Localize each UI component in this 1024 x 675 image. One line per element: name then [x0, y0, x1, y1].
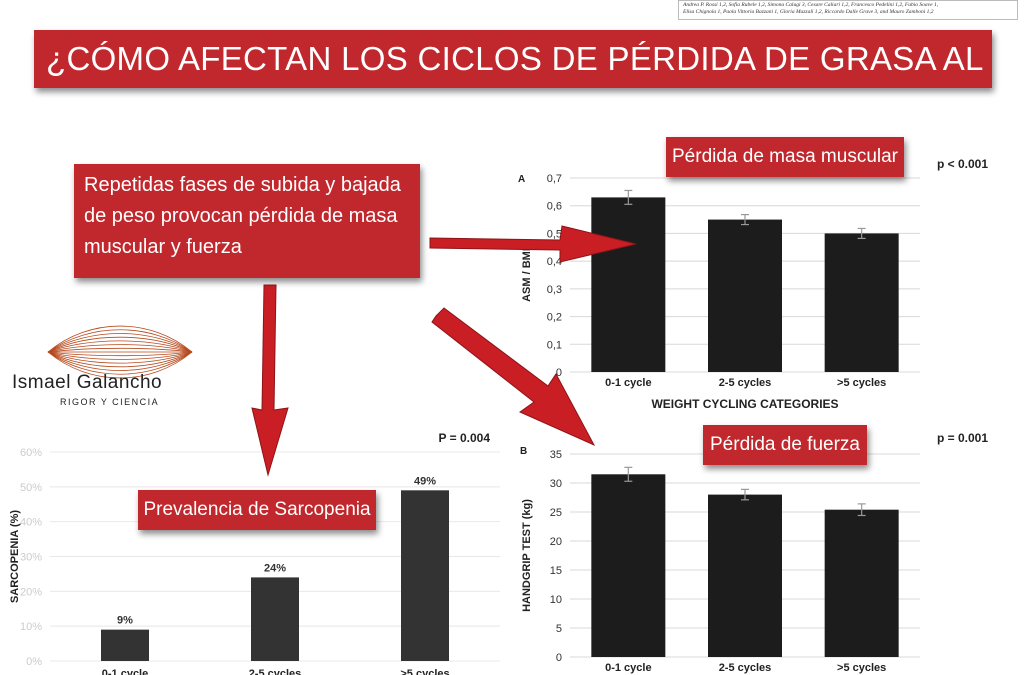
y-tick-label: 20%	[20, 586, 42, 598]
data-label: 49%	[414, 475, 436, 487]
logo-curve	[47, 351, 193, 357]
x-tick-label: 0-1 cycle	[102, 668, 148, 675]
p-value-label: p < 0.001	[937, 157, 988, 171]
panel-letter: B	[520, 446, 527, 457]
y-tick-label: 10%	[20, 621, 42, 633]
y-tick-label: 30	[550, 478, 562, 490]
p-value-label: P = 0.004	[439, 431, 491, 445]
x-axis-label: WEIGHT CYCLING CATEGORIES	[651, 397, 838, 411]
panel-letter: A	[518, 174, 525, 185]
y-tick-label: 10	[550, 594, 562, 606]
logo-curve	[47, 340, 193, 353]
logo-curve	[47, 351, 193, 368]
logo-curve	[47, 351, 193, 379]
author-line-2: Elisa Chignola 1, Paola Vittoria Bazzani…	[683, 9, 934, 15]
logo-curve	[47, 351, 193, 360]
logo-curve	[47, 333, 193, 353]
y-tick-label: 0%	[26, 656, 42, 668]
logo-curve	[47, 351, 193, 375]
page-title: ¿CÓMO AFECTAN LOS CICLOS DE PÉRDIDA DE G…	[34, 30, 992, 88]
main-callout-line-2: de peso provocan pérdida de masa	[84, 205, 398, 227]
x-tick-label: >5 cycles	[837, 377, 886, 389]
y-tick-label: 50%	[20, 482, 42, 494]
p-value-label: p = 0.001	[937, 431, 988, 445]
bar	[708, 494, 782, 657]
bar	[591, 474, 666, 657]
bar	[101, 629, 149, 661]
bar	[401, 490, 449, 661]
x-tick-label: 2-5 cycles	[719, 662, 772, 674]
y-tick-label: 5	[556, 623, 562, 635]
y-tick-label: 20	[550, 536, 562, 548]
logo-curve	[47, 344, 193, 353]
y-axis-label: ASM / BMI	[521, 248, 533, 302]
y-tick-label: 25	[550, 507, 562, 519]
bar	[591, 197, 666, 372]
y-tick-label: 30%	[20, 552, 42, 564]
logo-curve	[47, 351, 193, 371]
brand-logo-icon	[47, 325, 193, 379]
chart-sarcopenia: 0% 10% 20% 30% 40% 50% 60% 9% 0-1 cycle 24% 2-5 cy…	[9, 431, 500, 675]
y-axis-label: SARCOPENIA (%)	[9, 510, 21, 603]
y-tick-label: 40%	[20, 517, 42, 529]
label-muscle-mass-loss: Pérdida de masa muscular	[666, 137, 904, 177]
x-tick-label: >5 cycles	[837, 662, 886, 674]
logo-curve	[47, 347, 193, 353]
main-callout-line-3: muscular y fuerza	[84, 236, 242, 258]
bar	[708, 219, 782, 372]
author-line-1: Andrea P. Rossi 1,2, Sofia Rubele 1,2, S…	[683, 2, 939, 8]
main-callout: Repetidas fases de subida y bajada de pe…	[74, 164, 420, 278]
y-tick-label: 0	[556, 652, 562, 664]
y-tick-label: 0,6	[547, 201, 562, 213]
y-tick-label: 60%	[20, 447, 42, 459]
x-tick-label: 0-1 cycle	[605, 662, 651, 674]
y-tick-label: 0,2	[547, 312, 562, 324]
x-tick-label: 2-5 cycles	[719, 377, 772, 389]
data-label: 9%	[117, 615, 133, 627]
y-tick-label: 0,1	[547, 339, 562, 351]
logo-curve	[47, 325, 193, 353]
x-tick-label: 0-1 cycle	[605, 377, 651, 389]
brand-name: Ismael Galancho	[12, 372, 163, 393]
main-callout-line-1: Repetidas fases de subida y bajada	[84, 174, 401, 196]
bar	[824, 233, 899, 372]
bar	[251, 577, 299, 661]
data-label: 24%	[264, 562, 286, 574]
logo-curve	[47, 336, 193, 353]
y-tick-label: 15	[550, 565, 562, 577]
chart-muscle-mass: 0 0,1 0,2 0,3 0,4 0,5 0,6 0,7 0-1 cycle 2-5 cycle…	[518, 157, 988, 411]
x-tick-label: >5 cycles	[400, 668, 449, 675]
y-tick-label: 0,5	[547, 228, 562, 240]
logo-curve	[47, 351, 193, 364]
label-strength-loss: Pérdida de fuerza	[703, 425, 867, 465]
chart-handgrip: 0 5 10 15 20 25 30 35 0-1 cycle 2-5 cycles >5 cycl…	[520, 431, 988, 674]
y-tick-label: 0,3	[547, 284, 562, 296]
y-tick-label: 0	[556, 367, 562, 379]
y-tick-label: 35	[550, 449, 562, 461]
logo-curve	[47, 329, 193, 353]
label-sarcopenia-prevalence: Prevalencia de Sarcopenia	[138, 490, 376, 530]
y-tick-label: 0,7	[547, 173, 562, 185]
y-tick-label: 0,4	[547, 256, 562, 268]
x-tick-label: 2-5 cycles	[249, 668, 302, 675]
brand-tagline: RIGOR Y CIENCIA	[60, 397, 160, 407]
author-list: Andrea P. Rossi 1,2, Sofia Rubele 1,2, S…	[678, 0, 1018, 20]
y-axis-label: HANDGRIP TEST (kg)	[521, 499, 533, 612]
bar	[824, 509, 899, 657]
